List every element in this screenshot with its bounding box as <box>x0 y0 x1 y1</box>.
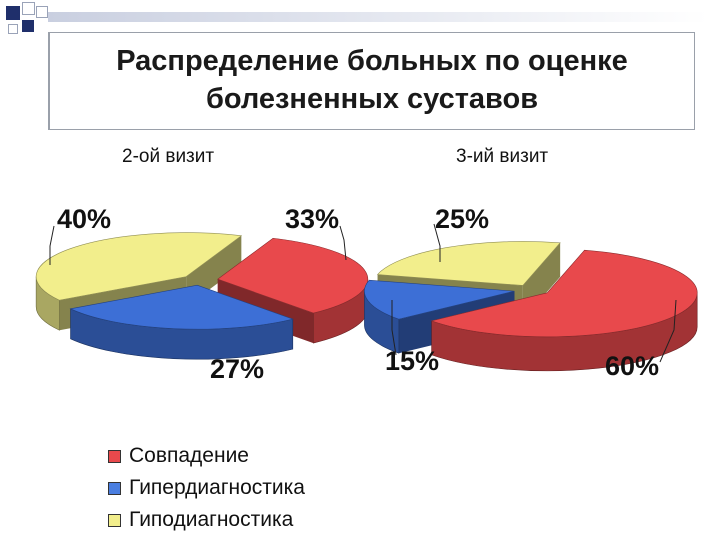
leader-line <box>391 300 397 356</box>
legend-label-coincidence: Совпадение <box>129 444 249 467</box>
data-label-hyperdiagnosis: 27% <box>210 354 264 384</box>
slice-top <box>430 249 698 338</box>
legend-swatch-hyperdiagnosis <box>108 481 121 495</box>
leader-line <box>659 299 677 363</box>
data-label-hypodiagnosis: 25% <box>435 204 489 234</box>
data-label-hyperdiagnosis: 15% <box>385 346 439 376</box>
pie-slice-coincidence <box>430 249 698 372</box>
leader-line <box>433 223 441 262</box>
legend-label-hypodiagnosis: Гиподиагностика <box>129 508 294 531</box>
legend-label-hyperdiagnosis: Гипердиагностика <box>129 476 305 499</box>
slice-top <box>376 241 561 286</box>
data-label-hypodiagnosis: 40% <box>57 204 111 234</box>
pie-charts: 33% 27% 40% 60% 15% 25% <box>35 204 698 384</box>
leader-line <box>49 225 55 265</box>
legend: Совпадение Гипердиагностика Гиподиагност… <box>108 440 305 536</box>
slice-top <box>217 237 369 314</box>
legend-item-hyperdiagnosis: Гипердиагностика <box>108 472 305 504</box>
decor-square <box>6 6 20 20</box>
pie-chart-visit-3: 60% 15% 25% <box>364 204 698 381</box>
legend-item-coincidence: Совпадение <box>108 440 305 472</box>
slice-top <box>69 284 294 330</box>
slice-top <box>35 232 243 301</box>
decor-bar <box>48 12 708 22</box>
legend-swatch-hypodiagnosis <box>108 513 121 527</box>
pie-chart-visit-2: 33% 27% 40% <box>35 204 369 384</box>
decor-square <box>22 2 35 15</box>
chart-title-visit-3: 3-ий визит <box>456 146 549 167</box>
decor-square <box>22 20 34 32</box>
data-label-coincidence: 60% <box>605 351 659 381</box>
legend-swatch-coincidence <box>108 449 121 463</box>
slice-top <box>364 279 515 320</box>
leader-line <box>339 225 347 261</box>
data-label-coincidence: 33% <box>285 204 339 234</box>
decor-square <box>36 6 48 18</box>
slide-title: Распределение больных по оценке болезнен… <box>116 45 628 115</box>
chart-title-visit-2: 2-ой визит <box>122 146 215 167</box>
decor-square <box>8 24 18 34</box>
pie-slice-hyperdiagnosis <box>69 284 294 360</box>
legend-item-hypodiagnosis: Гиподиагностика <box>108 504 305 536</box>
slide-title-box: Распределение больных по оценке болезнен… <box>48 32 695 130</box>
